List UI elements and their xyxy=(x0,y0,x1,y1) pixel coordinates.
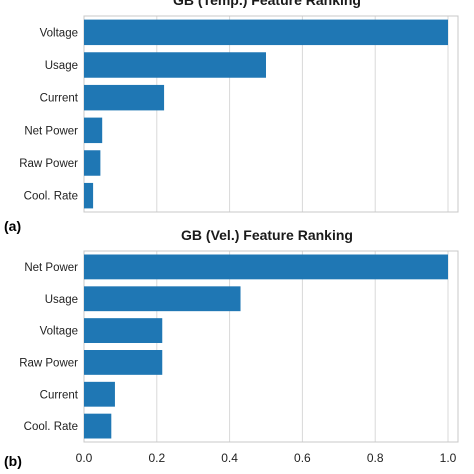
bar xyxy=(84,52,266,78)
category-label: Current xyxy=(40,93,79,105)
category-label: Net Power xyxy=(24,125,78,137)
category-label: Raw Power xyxy=(19,158,78,170)
panel-a-label: (a) xyxy=(4,218,21,234)
x-tick-label: 0.2 xyxy=(148,451,165,465)
category-label: Usage xyxy=(45,294,78,306)
bar xyxy=(84,182,94,209)
x-tick-label: 0.4 xyxy=(221,451,238,465)
bar xyxy=(84,318,163,343)
category-label: Net Power xyxy=(24,262,78,274)
plot-frame xyxy=(83,15,459,213)
x-tick-label: 1.0 xyxy=(440,451,457,465)
category-label: Current xyxy=(40,389,79,401)
category-label: Voltage xyxy=(40,27,78,39)
bar xyxy=(84,413,112,439)
panel-b-title: GB (Vel.) Feature Ranking xyxy=(181,227,353,243)
panel-b-label: (b) xyxy=(4,453,22,469)
x-tick-label: 0.0 xyxy=(76,451,93,465)
panel-a-title: GB (Temp.) Feature Ranking xyxy=(173,0,361,8)
category-label: Cool. Rate xyxy=(24,421,78,433)
category-label: Cool. Rate xyxy=(24,191,78,203)
bar xyxy=(84,117,103,144)
plot-frame xyxy=(83,250,459,443)
bar xyxy=(84,150,101,176)
bar xyxy=(84,381,115,407)
category-label: Usage xyxy=(45,60,78,72)
bar xyxy=(84,350,163,375)
x-tick-label: 0.6 xyxy=(294,451,311,465)
bar xyxy=(84,254,448,280)
category-label: Voltage xyxy=(40,326,78,338)
x-tick-label: 0.8 xyxy=(367,451,384,465)
bar xyxy=(84,19,448,46)
panel-a-plot: Voltage Usage Current Net Power Raw Power Coo… xyxy=(19,15,459,213)
bar xyxy=(84,286,241,312)
panel-b-plot: Net Power Usage Voltage Raw Power Current Coo… xyxy=(19,250,459,465)
bar xyxy=(84,84,165,111)
category-label: Raw Power xyxy=(19,357,78,369)
